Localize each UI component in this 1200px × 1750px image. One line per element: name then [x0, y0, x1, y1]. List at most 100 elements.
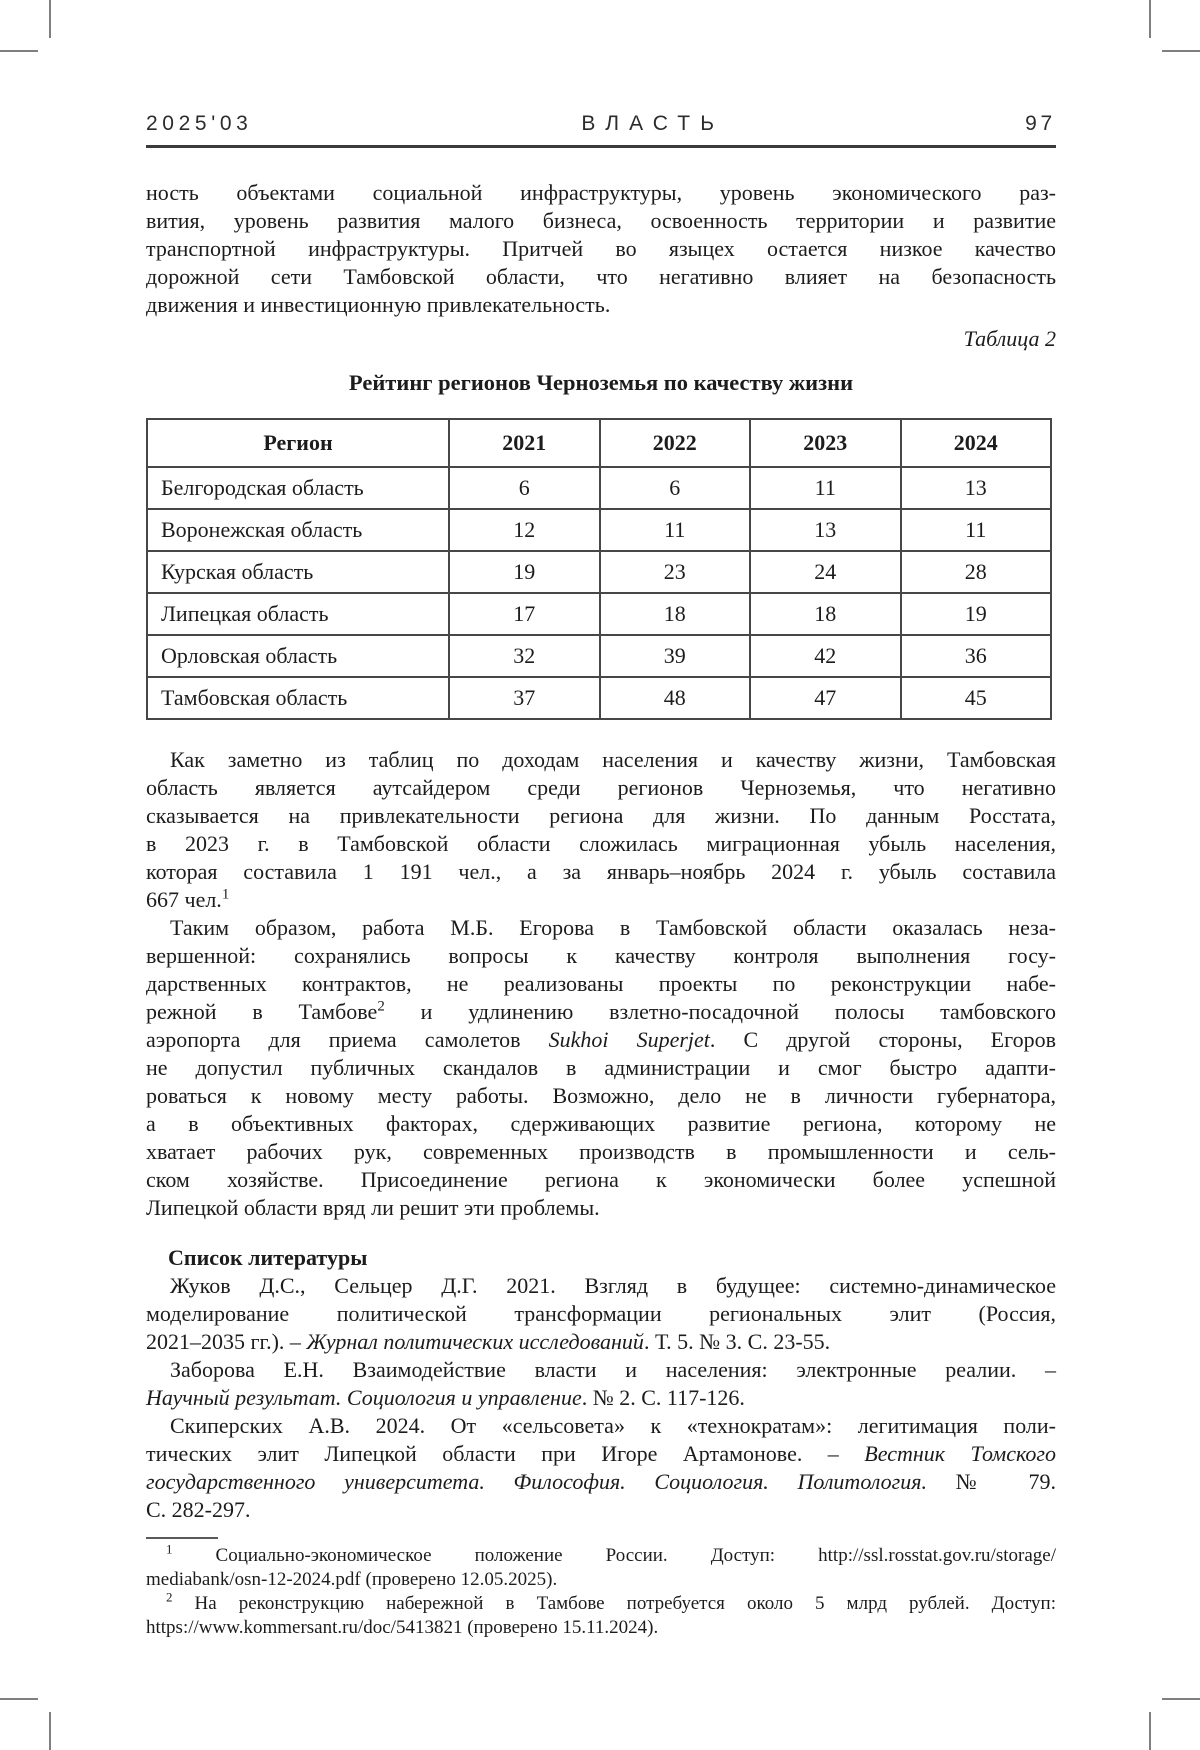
rank-cell: 13 [899, 466, 1052, 510]
text-segment: Скиперских А.В. 2024. От «сельсовета» к … [170, 1413, 1056, 1438]
table-row: Курская область 19 23 24 28 [146, 550, 1052, 594]
text-segment: Заборова Е.Н. Взаимодействие власти и на… [170, 1357, 1056, 1382]
text-segment: сказывается на привлекательности региона… [146, 803, 1056, 828]
text-line: роваться к новому месту работы. Возможно… [146, 1082, 1056, 1110]
text-line: Липецкой области вряд ли решит эти пробл… [146, 1194, 1056, 1222]
rank-cell: 6 [448, 466, 601, 510]
text-line: 2021–2035 гг.). – Журнал политических ис… [146, 1328, 1056, 1356]
crop-mark [1162, 50, 1200, 52]
table-row: Липецкая область 17 18 18 19 [146, 592, 1052, 636]
text-line: дорожной сети Тамбовской области, что не… [146, 263, 1056, 291]
column-header: 2024 [899, 418, 1052, 468]
text-segment: моделирование политической трансформации… [146, 1301, 1056, 1326]
rank-cell: 11 [749, 466, 902, 510]
crop-mark [0, 50, 38, 52]
crop-mark [1149, 1712, 1151, 1750]
running-header: 2025'03 ВЛАСТЬ 97 [146, 112, 1056, 148]
table-label: Таблица 2 [963, 326, 1056, 351]
footnote-marker: 1 [166, 1541, 173, 1557]
text-line: Жуков Д.С., Сельцер Д.Г. 2021. Взгляд в … [146, 1272, 1056, 1300]
text-line: 667 чел.1 [146, 886, 1056, 914]
rank-cell: 18 [749, 592, 902, 636]
text-line: вития, уровень развития малого бизнеса, … [146, 207, 1056, 235]
text-line: 2 На реконструкцию набережной в Тамбове … [146, 1591, 1056, 1616]
footnote: 1 Социально-экономическое положение Росс… [146, 1541, 1056, 1592]
footnote: 2 На реконструкцию набережной в Тамбове … [146, 1591, 1056, 1640]
text-line: аэропорта для приема самолетов Sukhoi Su… [146, 1026, 1056, 1054]
text-line: Таким образом, работа М.Б. Егорова в Там… [146, 914, 1056, 942]
text-segment: движения и инвестиционную привлекательно… [146, 292, 611, 317]
italic-text: Вестник Томского [864, 1441, 1056, 1466]
text-line: в 2023 г. в Тамбовской области сложилась… [146, 830, 1056, 858]
text-segment: https://www.kommersant.ru/doc/5413821 (п… [146, 1617, 659, 1638]
rank-cell: 42 [749, 634, 902, 678]
region-cell: Липецкая область [146, 592, 450, 636]
rank-cell: 28 [899, 550, 1052, 594]
references-heading: Список литературы [168, 1245, 368, 1270]
text-line: область является аутсайдером среди регио… [146, 774, 1056, 802]
text-segment: и удлинению взлетно-посадочной полосы та… [384, 999, 1056, 1024]
region-cell: Тамбовская область [146, 676, 450, 720]
text-segment: хватает рабочих рук, современных произво… [146, 1139, 1056, 1164]
region-cell: Курская область [146, 550, 450, 594]
rank-cell: 11 [899, 508, 1052, 552]
rank-cell: 17 [448, 592, 601, 636]
text-segment: вершенной: сохранялись вопросы к качеств… [146, 943, 1056, 968]
rank-cell: 12 [448, 508, 601, 552]
text-line: движения и инвестиционную привлекательно… [146, 291, 1056, 319]
table-row: Орловская область 32 39 42 36 [146, 634, 1052, 678]
table-header-row: Регион 2021 2022 2023 2024 [146, 418, 1052, 468]
text-segment: в 2023 г. в Тамбовской области сложилась… [146, 831, 1056, 856]
rank-cell: 23 [598, 550, 751, 594]
italic-text: государственного университета. Философия… [146, 1469, 927, 1494]
page-content: 2025'03 ВЛАСТЬ 97 ность объектами социал… [146, 112, 1056, 1640]
text-segment: режной в Тамбове [146, 999, 378, 1024]
issue-label: 2025'03 [146, 112, 253, 135]
crop-mark [49, 1712, 51, 1750]
region-cell: Воронежская область [146, 508, 450, 552]
text-segment: Как заметно из таблиц по доходам населен… [170, 747, 1056, 772]
text-segment: mediabank/osn-12-2024.pdf (проверено 12.… [146, 1569, 558, 1590]
text-line: https://www.kommersant.ru/doc/5413821 (п… [146, 1616, 1056, 1640]
rank-cell: 11 [598, 508, 751, 552]
text-line: вершенной: сохранялись вопросы к качеств… [146, 942, 1056, 970]
table-title: Рейтинг регионов Черноземья по качеству … [348, 370, 854, 395]
text-segment: не допустил публичных скандалов в админи… [146, 1055, 1056, 1080]
text-line: режной в Тамбове2 и удлинению взлетно-по… [146, 998, 1056, 1026]
paragraph-conclusion: Таким образом, работа М.Б. Егорова в Там… [146, 914, 1056, 1222]
text-segment: ность объектами социальной инфраструктур… [146, 180, 1056, 205]
text-line: транспортной инфраструктуры. Притчей во … [146, 235, 1056, 263]
text-line: 1 Социально-экономическое положение Росс… [146, 1541, 1056, 1568]
italic-text: Научный результат. Социология и управлен… [146, 1385, 582, 1410]
reference-item: Жуков Д.С., Сельцер Д.Г. 2021. Взгляд в … [146, 1272, 1056, 1356]
rank-cell: 18 [598, 592, 751, 636]
rank-cell: 6 [598, 466, 751, 510]
footnote-rule [146, 1537, 218, 1539]
region-cell: Белгородская область [146, 466, 450, 510]
text-segment: Жуков Д.С., Сельцер Д.Г. 2021. Взгляд в … [170, 1273, 1056, 1298]
text-segment: С. 282-297. [146, 1497, 251, 1522]
crop-mark [1162, 1698, 1200, 1700]
text-segment: область является аутсайдером среди регио… [146, 775, 1056, 800]
rank-cell: 47 [749, 676, 902, 720]
text-line: сказывается на привлекательности региона… [146, 802, 1056, 830]
crop-mark [1149, 0, 1151, 38]
text-line: ском хозяйстве. Присоединение региона к … [146, 1166, 1056, 1194]
crop-mark [49, 0, 51, 38]
text-segment: Таким образом, работа М.Б. Егорова в Там… [170, 915, 1056, 940]
paragraph-analysis: Как заметно из таблиц по доходам населен… [146, 746, 1056, 914]
text-segment: Социально-экономическое положение России… [172, 1545, 1056, 1566]
column-header: 2022 [598, 418, 751, 468]
text-segment: . Т. 5. № 3. С. 23-55. [643, 1329, 831, 1354]
column-header: 2021 [448, 418, 601, 468]
text-line: а в объективных факторах, сдерживающих р… [146, 1110, 1056, 1138]
footnote-marker: 2 [377, 998, 385, 1015]
text-segment: дорожной сети Тамбовской области, что не… [146, 264, 1056, 289]
text-line: не допустил публичных скандалов в админи… [146, 1054, 1056, 1082]
column-header: Регион [146, 418, 450, 468]
rank-cell: 24 [749, 550, 902, 594]
text-segment: транспортной инфраструктуры. Притчей во … [146, 236, 1056, 261]
region-cell: Орловская область [146, 634, 450, 678]
text-line: тических элит Липецкой области при Игоре… [146, 1440, 1056, 1468]
